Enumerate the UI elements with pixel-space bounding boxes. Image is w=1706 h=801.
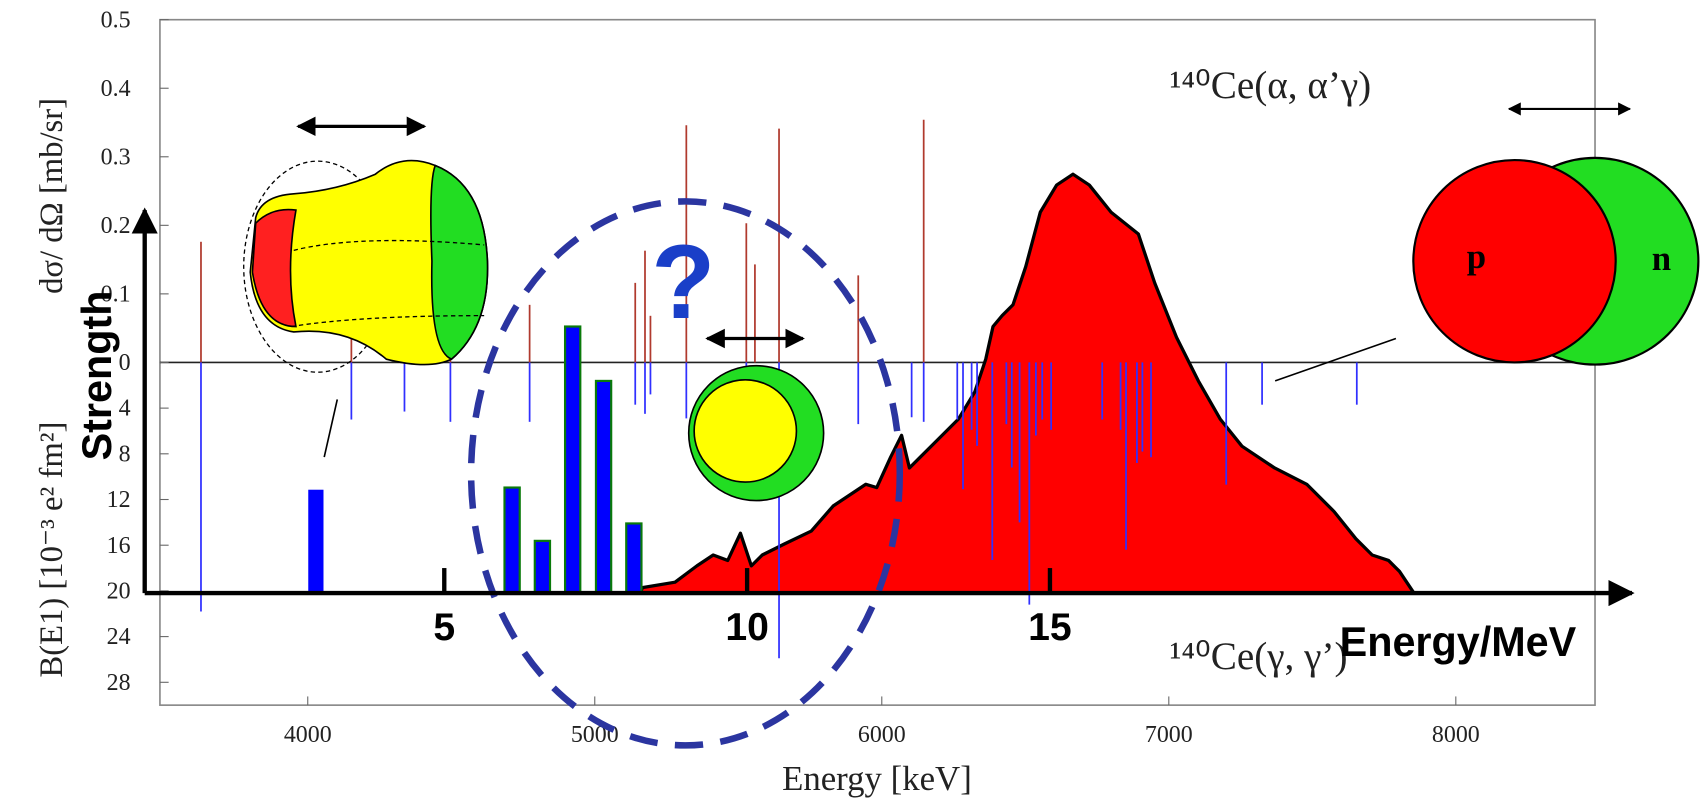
y2-axis-label: B(E1) [10⁻³ e² fm²]	[34, 422, 70, 678]
proton-circle	[1412, 158, 1617, 364]
annotation: ¹⁴⁰Ce(α, α’γ)	[1170, 64, 1372, 107]
x-tick-label: 5	[433, 606, 455, 649]
dashed-ellipse	[467, 198, 904, 749]
gdr-area	[638, 172, 1416, 595]
y-tick-label: 0.5	[101, 7, 131, 33]
proton-label: p	[1467, 237, 1486, 276]
x-tick-label: 4000	[284, 722, 332, 748]
connector	[1274, 337, 1397, 382]
annotation: ¹⁴⁰Ce(γ, γ’)	[1170, 635, 1348, 678]
y-tick-label: 0.1	[101, 281, 131, 307]
y-axis-label: Strength	[74, 291, 120, 461]
x-tick-label: 6000	[858, 722, 906, 748]
x-axis-label: Energy [keV]	[782, 759, 972, 798]
area	[638, 172, 1416, 595]
y-axis-label: dσ/ dΩ [mb/sr]	[34, 98, 70, 294]
x-tick-label: 15	[1028, 606, 1072, 649]
y2-tick-label: 8	[119, 441, 131, 467]
y2-tick-label: 24	[107, 624, 131, 650]
schematic-chart: 5 10 15 Energy/MeV Strength? p n	[74, 207, 1671, 665]
neutron-label: n	[1652, 239, 1671, 278]
y2-tick-label: 12	[107, 487, 131, 513]
y2-tick-label: 28	[107, 670, 131, 696]
y2-tick-label: 20	[107, 579, 131, 605]
bar	[533, 539, 552, 595]
nucleus-dash	[291, 239, 485, 328]
core-circle	[693, 379, 798, 483]
illustrations	[243, 102, 1700, 749]
spectrum-lines	[200, 119, 1358, 659]
bar	[563, 325, 582, 595]
bar	[503, 486, 521, 595]
nucleus-red	[251, 208, 297, 328]
x-tick-label: 8000	[1432, 722, 1480, 748]
y2-tick-label: 4	[119, 396, 131, 422]
connector	[323, 399, 339, 458]
y-tick-label: 0.4	[101, 76, 131, 102]
x-axis-label: Energy/MeV	[1340, 619, 1577, 665]
y2-tick-label: 16	[107, 533, 131, 559]
x-tick-label: 10	[725, 606, 769, 649]
bar	[625, 522, 643, 595]
bar	[594, 379, 613, 595]
experiment-chart: 4000 5000 6000 7000 800000.10.20.30.40.54812…	[34, 7, 1596, 798]
y-tick-label: 0.2	[101, 213, 131, 239]
x-tick-label: 7000	[1145, 722, 1193, 748]
y-tick-label: 0	[119, 350, 131, 376]
bar	[308, 489, 324, 594]
nucleus-green	[430, 164, 489, 361]
question-mark: ?	[651, 224, 715, 341]
y-tick-label: 0.3	[101, 144, 131, 170]
